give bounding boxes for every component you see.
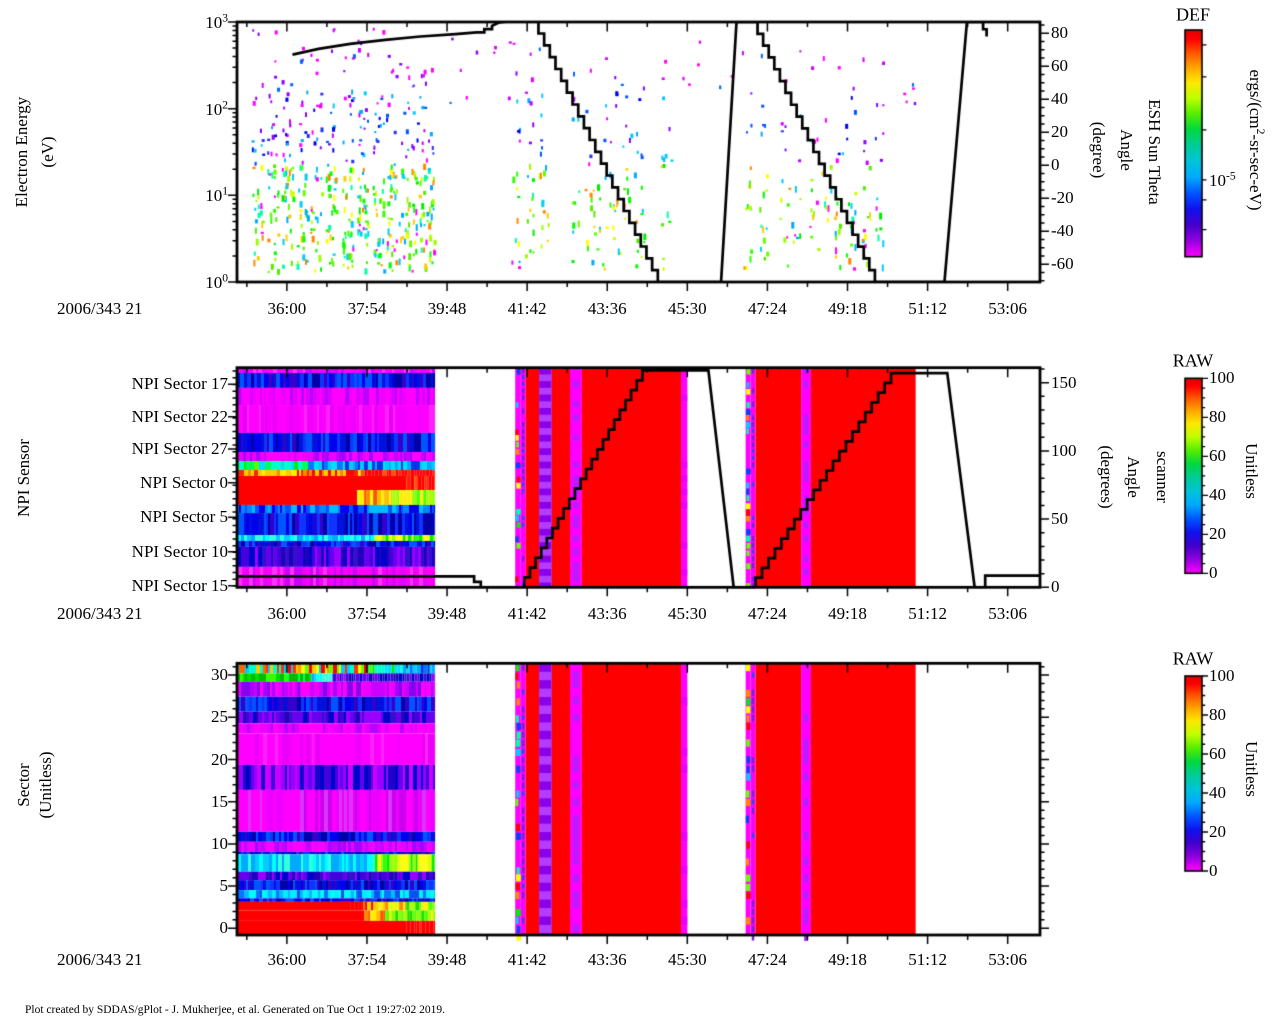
x-axis-date-label-middle: 2006/343 21: [57, 604, 143, 624]
x-tick-label: 37:54: [347, 299, 387, 319]
right-axis-label-degrees: (degrees): [1096, 445, 1116, 509]
footer-credit: Plot created by SDDAS/gPlot - J. Mukherj…: [25, 1004, 446, 1016]
scanner-angle-tick-label: 50: [1051, 509, 1068, 529]
sector-tick-label: 25: [211, 707, 228, 727]
sun-theta-tick-label: 80: [1051, 23, 1068, 43]
raw-tick-label-bottom: 40: [1209, 783, 1226, 803]
sun-theta-tick-label: -20: [1051, 188, 1074, 208]
sun-theta-tick-label: 40: [1051, 89, 1068, 109]
raw-tick-label-bottom: 20: [1209, 822, 1226, 842]
x-tick-label: 47:24: [748, 299, 787, 319]
def-colorbar-tick-label: 10-5: [1209, 169, 1236, 190]
x-tick-label: 45:30: [667, 950, 707, 970]
y-axis-label-npi-sensor: NPI Sensor: [14, 439, 34, 517]
sun-theta-tick-label: -60: [1051, 254, 1074, 274]
raw-tick-label-middle: 100: [1209, 368, 1235, 388]
sector-tick-label: 5: [219, 876, 229, 896]
raw-colorbar-unit-bottom: Unitless: [1241, 741, 1261, 797]
y-axis-label-electron-energy: Electron Energy: [12, 96, 32, 208]
x-tick-label: 39:48: [427, 299, 467, 319]
x-tick-label: 37:54: [347, 604, 387, 624]
x-tick-label: 43:36: [587, 299, 627, 319]
raw-tick-label-middle: 20: [1209, 524, 1226, 544]
x-tick-label: 45:30: [667, 604, 707, 624]
x-tick-label: 49:18: [828, 299, 867, 319]
raw-tick-label-middle: 80: [1209, 407, 1226, 427]
sun-theta-tick-label: 60: [1051, 56, 1068, 76]
npi-sector-tick-label: NPI Sector 22: [131, 406, 228, 426]
npi-sector-tick-label: NPI Sector 0: [140, 472, 228, 492]
raw-colorbar-title-middle: RAW: [1172, 350, 1214, 371]
npi-sector-tick-label: NPI Sector 5: [140, 507, 228, 527]
x-tick-label: 41:42: [507, 604, 547, 624]
sector-tick-label: 20: [211, 749, 228, 769]
sector-tick-label: 0: [219, 918, 229, 938]
y-axis-label-sector: Sector: [14, 763, 34, 807]
sector-tick-label: 15: [211, 791, 228, 811]
x-tick-label: 39:48: [427, 604, 467, 624]
sun-theta-tick-label: -40: [1051, 221, 1074, 241]
right-axis-label-angle-middle: Angle: [1123, 456, 1143, 498]
def-colorbar-unit-label: ergs/(cm2-sr-sec-eV): [1246, 69, 1267, 211]
scanner-angle-tick-label: 100: [1051, 440, 1077, 460]
raw-tick-label-middle: 40: [1209, 485, 1226, 505]
x-tick-label: 51:12: [908, 950, 947, 970]
x-tick-label: 51:12: [908, 604, 947, 624]
scanner-angle-tick-label: 0: [1051, 577, 1060, 597]
energy-tick-label: 103: [205, 11, 228, 32]
scanner-angle-tick-label: 150: [1051, 372, 1077, 392]
raw-tick-label-bottom: 0: [1209, 861, 1218, 881]
npi-sector-tick-label: NPI Sector 27: [131, 439, 228, 459]
sector-tick-label: 30: [211, 665, 228, 685]
npi-sector-tick-label: NPI Sector 17: [131, 374, 228, 394]
energy-tick-label: 102: [205, 97, 228, 119]
x-tick-label: 36:00: [267, 299, 307, 319]
sun-theta-tick-label: 0: [1051, 155, 1060, 175]
energy-tick-label: 100: [205, 271, 228, 292]
y-axis-label-ev: (eV): [38, 136, 58, 168]
right-axis-label-esh-sun-theta: ESH Sun Theta: [1144, 99, 1164, 205]
x-tick-label: 37:54: [347, 950, 387, 970]
y-axis-label-unitless: (Unitless): [36, 751, 56, 819]
x-tick-label: 47:24: [748, 950, 787, 970]
x-tick-label: 41:42: [507, 299, 547, 319]
x-tick-label: 51:12: [908, 299, 947, 319]
right-axis-label-degree: (degree): [1088, 121, 1108, 179]
raw-colorbar-unit-middle: Unitless: [1241, 443, 1261, 499]
raw-tick-label-middle: 0: [1209, 563, 1218, 583]
x-tick-label: 39:48: [427, 950, 467, 970]
x-tick-label: 49:18: [828, 604, 867, 624]
x-tick-label: 53:06: [988, 299, 1028, 319]
x-axis-date-label-top: 2006/343 21: [57, 299, 143, 319]
raw-tick-label-middle: 60: [1209, 446, 1226, 466]
raw-colorbar-title-bottom: RAW: [1172, 648, 1214, 669]
x-tick-label: 45:30: [667, 299, 707, 319]
npi-sector-tick-label: NPI Sector 15: [131, 575, 228, 595]
raw-tick-label-bottom: 100: [1209, 666, 1235, 686]
sector-tick-label: 10: [211, 833, 228, 853]
x-tick-label: 43:36: [587, 950, 627, 970]
x-tick-label: 53:06: [988, 604, 1028, 624]
x-tick-label: 36:00: [267, 950, 307, 970]
sun-theta-tick-label: 20: [1051, 122, 1068, 142]
npi-sector-tick-label: NPI Sector 10: [131, 541, 228, 561]
energy-tick-label: 101: [205, 184, 228, 206]
x-tick-label: 49:18: [828, 950, 867, 970]
x-tick-label: 53:06: [988, 950, 1028, 970]
right-axis-label-angle-top: Angle: [1116, 129, 1136, 171]
x-tick-label: 41:42: [507, 950, 547, 970]
x-tick-label: 43:36: [587, 604, 627, 624]
raw-tick-label-bottom: 60: [1209, 744, 1226, 764]
raw-tick-label-bottom: 80: [1209, 705, 1226, 725]
x-axis-date-label-bottom: 2006/343 21: [57, 950, 143, 970]
def-colorbar-title: DEF: [1175, 4, 1211, 25]
x-tick-label: 36:00: [267, 604, 307, 624]
x-tick-label: 47:24: [748, 604, 787, 624]
right-axis-label-scanner: scanner: [1152, 451, 1172, 503]
